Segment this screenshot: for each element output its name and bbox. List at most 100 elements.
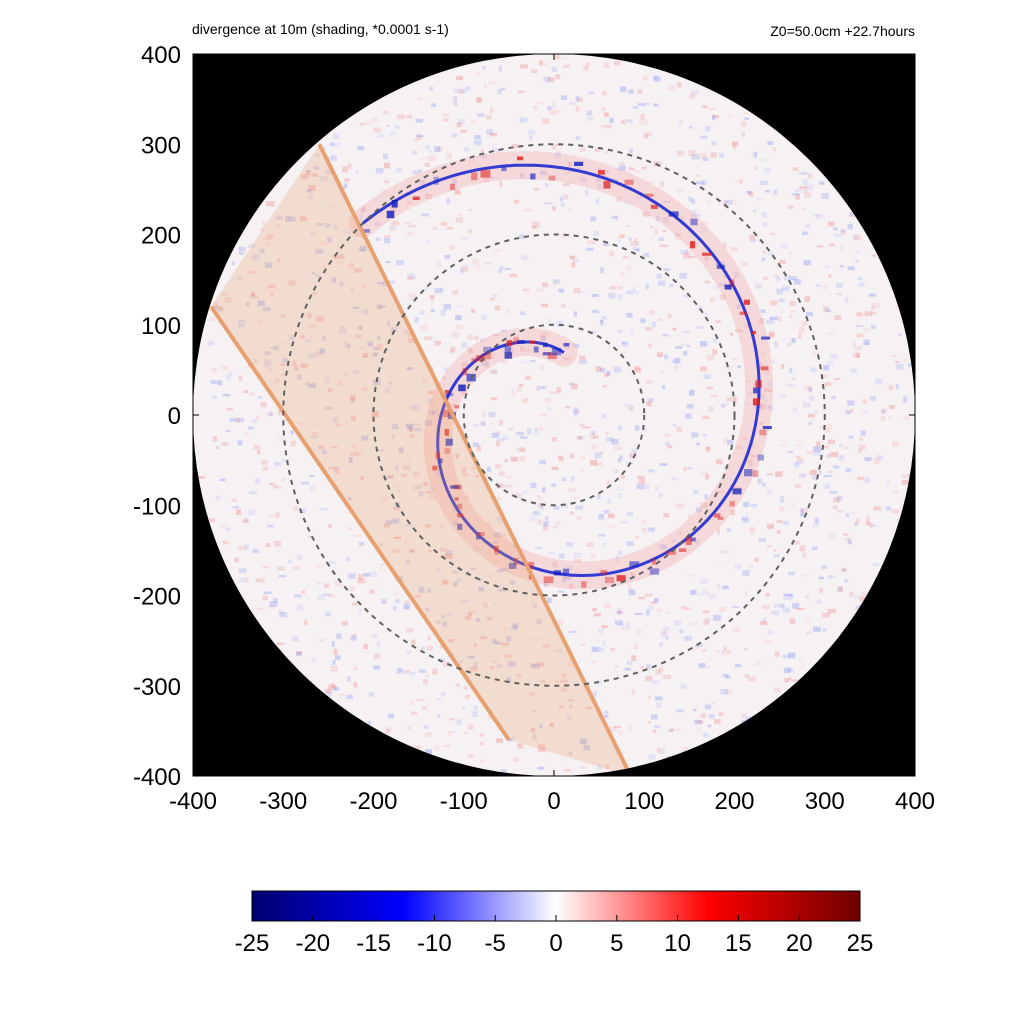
- speckle-cell: [324, 377, 330, 384]
- speckle-cell: [778, 603, 785, 608]
- speckle-cell: [558, 553, 565, 559]
- speckle-cell: [767, 473, 774, 476]
- speckle-cell: [511, 391, 516, 397]
- speckle-cell: [615, 488, 624, 491]
- speckle-cell: [762, 617, 767, 624]
- speckle-cell: [549, 109, 558, 116]
- speckle-cell: [414, 428, 422, 432]
- speckle-cell: [542, 643, 550, 648]
- speckle-cell: [903, 396, 907, 403]
- speckle-cell: [484, 523, 492, 526]
- speckle-cell: [573, 410, 578, 417]
- speckle-cell: [759, 158, 766, 162]
- speckle-cell: [519, 436, 528, 439]
- speckle-cell: [880, 416, 886, 422]
- speckle-cell: [498, 471, 505, 477]
- speckle-cell: [511, 736, 518, 739]
- speckle-cell: [428, 410, 435, 415]
- speckle-cell: [847, 266, 855, 271]
- speckle-cell: [651, 680, 660, 685]
- speckle-cell: [825, 482, 830, 489]
- speckle-cell: [540, 331, 548, 338]
- speckle-cell: [762, 276, 769, 280]
- speckle-cell: [686, 403, 694, 409]
- spiral-cell: [476, 355, 486, 362]
- speckle-cell: [315, 274, 321, 278]
- speckle-cell: [334, 468, 340, 474]
- speckle-cell: [328, 524, 332, 528]
- speckle-cell: [362, 309, 369, 315]
- speckle-cell: [846, 411, 851, 414]
- speckle-cell: [484, 261, 492, 266]
- speckle-cell: [802, 552, 807, 558]
- speckle-cell: [463, 495, 470, 501]
- speckle-cell: [732, 143, 737, 149]
- speckle-cell: [427, 635, 431, 641]
- speckle-cell: [762, 369, 771, 375]
- speckle-cell: [263, 237, 271, 241]
- speckle-cell: [571, 262, 576, 268]
- speckle-cell: [558, 455, 564, 461]
- speckle-cell: [635, 242, 640, 246]
- speckle-cell: [819, 588, 823, 594]
- speckle-cell: [551, 466, 559, 470]
- speckle-cell: [586, 62, 591, 65]
- speckle-cell: [347, 676, 351, 682]
- speckle-cell: [608, 292, 616, 299]
- speckle-cell: [598, 534, 606, 537]
- spiral-cell: [668, 211, 679, 217]
- speckle-cell: [795, 193, 800, 200]
- speckle-cell: [798, 333, 802, 339]
- speckle-cell: [562, 56, 568, 60]
- speckle-cell: [315, 248, 324, 254]
- speckle-cell: [711, 702, 716, 705]
- speckle-cell: [472, 442, 480, 447]
- speckle-cell: [863, 330, 870, 333]
- speckle-cell: [490, 666, 495, 669]
- speckle-cell: [541, 303, 549, 308]
- speckle-cell: [822, 612, 830, 618]
- speckle-cell: [489, 107, 494, 113]
- speckle-cell: [869, 293, 877, 296]
- speckle-cell: [554, 152, 561, 158]
- speckle-cell: [330, 666, 338, 672]
- speckle-cell: [406, 457, 412, 460]
- speckle-cell: [438, 657, 446, 662]
- speckle-cell: [394, 125, 400, 129]
- speckle-cell: [766, 523, 774, 529]
- speckle-cell: [305, 382, 309, 386]
- speckle-cell: [634, 425, 640, 431]
- speckle-cell: [325, 223, 331, 229]
- speckle-cell: [873, 458, 880, 464]
- speckle-cell: [297, 604, 304, 611]
- speckle-cell: [304, 339, 312, 343]
- speckle-cell: [788, 652, 796, 659]
- speckle-cell: [748, 463, 753, 467]
- speckle-cell: [531, 663, 540, 669]
- speckle-cell: [647, 398, 651, 403]
- speckle-cell: [756, 197, 761, 201]
- speckle-cell: [600, 125, 605, 128]
- speckle-cell: [647, 605, 654, 611]
- speckle-cell: [698, 663, 706, 668]
- speckle-cell: [749, 234, 755, 240]
- speckle-cell: [332, 660, 336, 665]
- speckle-cell: [520, 346, 525, 352]
- speckle-cell: [659, 544, 667, 550]
- speckle-cell: [604, 151, 609, 154]
- speckle-cell: [478, 578, 483, 582]
- speckle-cell: [642, 429, 647, 433]
- speckle-cell: [602, 179, 610, 182]
- speckle-cell: [277, 436, 286, 442]
- speckle-cell: [903, 416, 910, 421]
- spiral-cell: [716, 264, 725, 269]
- chart-title: divergence at 10m (shading, *0.0001 s-1): [192, 21, 449, 37]
- speckle-cell: [601, 413, 606, 419]
- speckle-cell: [658, 492, 663, 498]
- speckle-cell: [827, 608, 836, 614]
- speckle-cell: [801, 208, 805, 211]
- speckle-cell: [575, 95, 580, 102]
- speckle-cell: [461, 473, 468, 477]
- speckle-cell: [898, 333, 903, 337]
- speckle-cell: [542, 118, 550, 124]
